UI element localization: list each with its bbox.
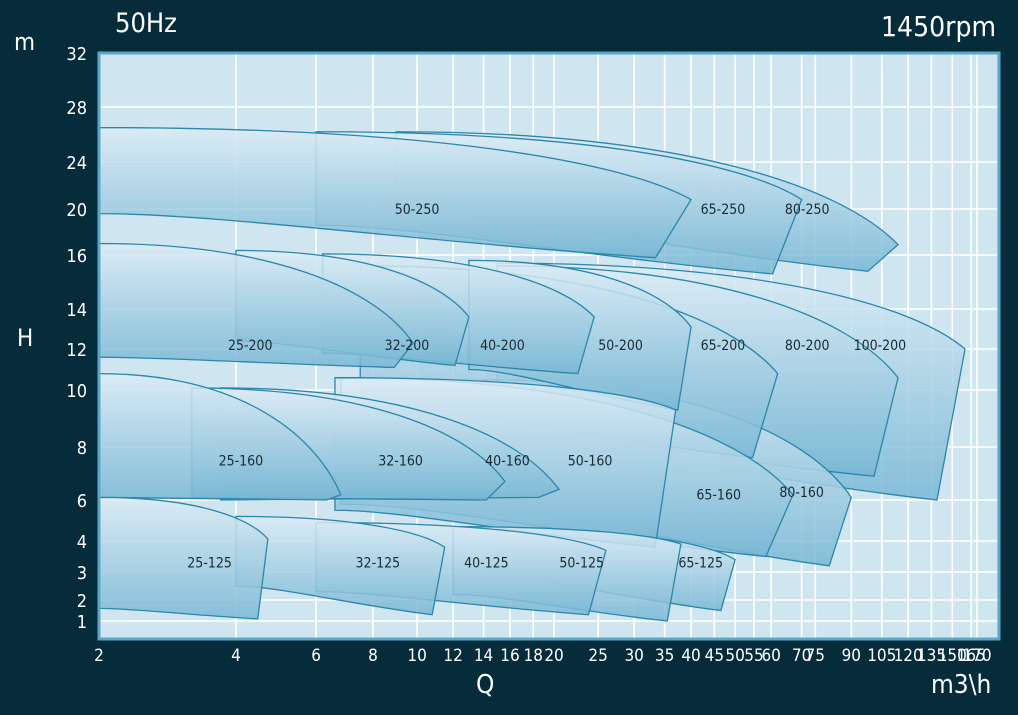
pump-region-25-200 (98, 242, 414, 369)
x-tick-label: 2 (94, 646, 104, 666)
pump-label-50-160: 50-160 (568, 453, 613, 469)
x-tick-label: 10 (407, 646, 426, 666)
y-tick-label: 14 (66, 300, 87, 321)
y-tick-label: 32 (66, 44, 87, 65)
x-tick-label: 105 (867, 646, 896, 666)
pump-region-50-250 (98, 126, 692, 259)
pump-label-80-200: 80-200 (785, 338, 830, 354)
x-tick-label: 6 (311, 646, 321, 666)
y-tick-label: 28 (66, 98, 87, 119)
x-tick-label: 8 (368, 646, 378, 666)
pump-label-25-160: 25-160 (219, 453, 264, 469)
x-tick-label: 90 (842, 646, 861, 666)
x-tick-label: 35 (655, 646, 674, 666)
y-tick-label: 10 (66, 381, 87, 402)
x-tick-label: 25 (588, 646, 607, 666)
x-axis-label: Q (476, 670, 495, 700)
x-tick-label: 4 (231, 646, 241, 666)
pump-label-65-125: 65-125 (678, 556, 723, 572)
pump-label-32-160: 32-160 (378, 453, 423, 469)
y-tick-label: 6 (77, 491, 87, 512)
pump-label-65-250: 65-250 (701, 202, 746, 218)
pump-region-25-160 (98, 372, 342, 501)
y-tick-label: 20 (66, 200, 87, 221)
y-tick-label: 24 (66, 153, 87, 174)
pump-label-65-160: 65-160 (696, 488, 741, 504)
x-tick-label: 150 (938, 646, 967, 666)
y-tick-label: 2 (77, 591, 87, 612)
pump-label-40-160: 40-160 (485, 453, 530, 469)
x-tick-label: 12 (443, 646, 462, 666)
x-tick-label: 120 (894, 646, 923, 666)
y-axis-label: H (17, 324, 34, 352)
pump-regions (98, 126, 966, 622)
x-tick-label: 40 (681, 646, 700, 666)
x-tick-label: 70 (792, 646, 811, 666)
x-tick-label: 14 (474, 646, 493, 666)
x-tick-label: 135 (917, 646, 946, 666)
plot-frame (97, 51, 1001, 641)
frequency-label: 50Hz (115, 8, 177, 39)
pump-label-65-200: 65-200 (701, 338, 746, 354)
x-tick-label: 16 (500, 646, 519, 666)
pump-labels: 100-200 80-250 80-200 80-160 65-250 65-200 65-… (187, 202, 906, 572)
x-tick-label: 60 (761, 646, 780, 666)
pump-region-32-125 (235, 515, 446, 616)
y-unit-label: m (14, 28, 36, 56)
pump-label-80-160: 80-160 (779, 485, 824, 501)
y-tick-label: 1 (77, 612, 87, 633)
x-tick-label: 45 (705, 646, 724, 666)
pump-label-32-200: 32-200 (385, 338, 430, 354)
x-tick-label: 170 (962, 646, 991, 666)
pump-label-40-125: 40-125 (464, 556, 509, 572)
pump-region-25-125 (98, 496, 269, 620)
x-tick-label: 165 (957, 646, 986, 666)
y-tick-label: 3 (77, 563, 87, 584)
speed-label: 1450rpm (881, 10, 996, 43)
y-tick-label: 4 (77, 532, 87, 553)
pump-label-50-125: 50-125 (559, 556, 604, 572)
pump-label-32-125: 32-125 (356, 556, 401, 572)
pump-label-50-250: 50-250 (395, 202, 440, 218)
x-tick-label: 30 (624, 646, 643, 666)
pump-label-25-125: 25-125 (187, 556, 232, 572)
x-tick-label: 20 (544, 646, 563, 666)
x-tick-label: 55 (744, 646, 763, 666)
x-tick-label: 75 (806, 646, 825, 666)
pump-label-100-200: 100-200 (854, 338, 907, 354)
pump-label-25-200: 25-200 (228, 338, 273, 354)
pump-label-80-250: 80-250 (785, 202, 830, 218)
y-tick-label: 8 (77, 438, 87, 459)
x-tick-label: 50 (725, 646, 744, 666)
pump-label-40-200: 40-200 (480, 338, 525, 354)
y-tick-label: 16 (66, 246, 87, 267)
x-tick-label: 18 (524, 646, 543, 666)
y-tick-label: 12 (66, 340, 87, 361)
pump-label-50-200: 50-200 (598, 338, 643, 354)
x-unit-label: m3\h (931, 670, 992, 700)
